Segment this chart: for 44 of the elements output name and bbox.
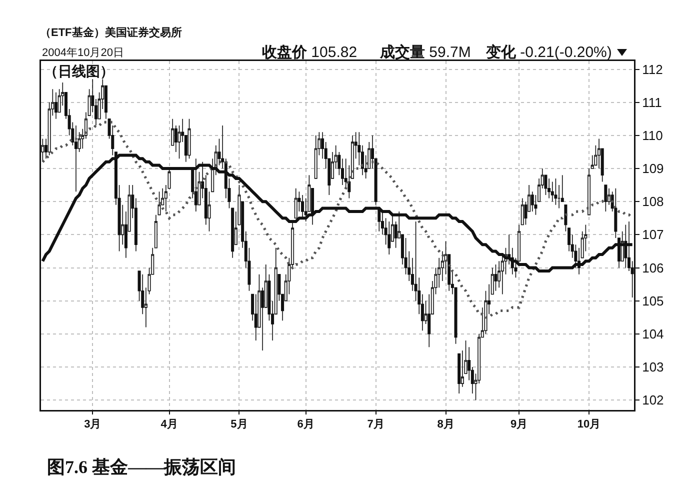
x-tick-label: 3月 [84, 418, 102, 431]
x-tick-label: 5月 [230, 418, 248, 431]
candlestick [494, 264, 498, 292]
candlestick [188, 118, 191, 159]
candlestick [74, 125, 78, 192]
y-tick-label: 105 [642, 293, 664, 308]
y-tick-label: 108 [642, 194, 664, 210]
line-series [41, 120, 634, 319]
candlestick [604, 184, 608, 212]
annotation: 收盘价 105.82 [262, 44, 358, 61]
candlestick [301, 194, 304, 219]
candlestick [314, 135, 318, 179]
candlestick [158, 191, 161, 216]
x-tick-label: 9月 [510, 418, 528, 431]
y-tick-label: 112 [642, 62, 663, 77]
x-tick-label: 6月 [297, 418, 314, 431]
y-tick-label: 111 [642, 94, 662, 110]
candlestick [54, 92, 58, 120]
chart-subtitle: （日线图） [44, 63, 114, 79]
text: 2004年10月20日 [42, 47, 124, 59]
caption: 图7.6 基金——振荡区间 [47, 457, 236, 477]
candlestick [294, 188, 298, 219]
x-tick-label: 8月 [437, 418, 454, 431]
candlestick [550, 181, 554, 202]
y-tick-label: 102 [642, 392, 664, 408]
x-tick-label: 4月 [160, 418, 178, 431]
x-tick-label: 7月 [367, 418, 384, 431]
y-tick-label: 106 [642, 260, 664, 276]
chart-title: （ETF基金）美国证券交易所 [40, 26, 182, 39]
annotation: 变化 -0.21(-0.20%) [485, 43, 612, 61]
y-tick-label: 107 [642, 227, 664, 242]
y-tick-label: 110 [642, 128, 663, 143]
candlestick [548, 178, 551, 199]
x-tick-label: 10月 [577, 418, 601, 431]
y-tick-label: 103 [642, 360, 664, 375]
candlestick [378, 208, 381, 232]
candlestick [520, 198, 524, 226]
candlestick [194, 158, 198, 212]
y-tick-label: 104 [642, 326, 664, 342]
annotation: 成交量 59.7M [379, 43, 471, 61]
candlestick [458, 353, 461, 394]
candlestick [231, 208, 234, 258]
y-tick-label: 109 [642, 161, 664, 176]
candlestick [554, 178, 558, 206]
